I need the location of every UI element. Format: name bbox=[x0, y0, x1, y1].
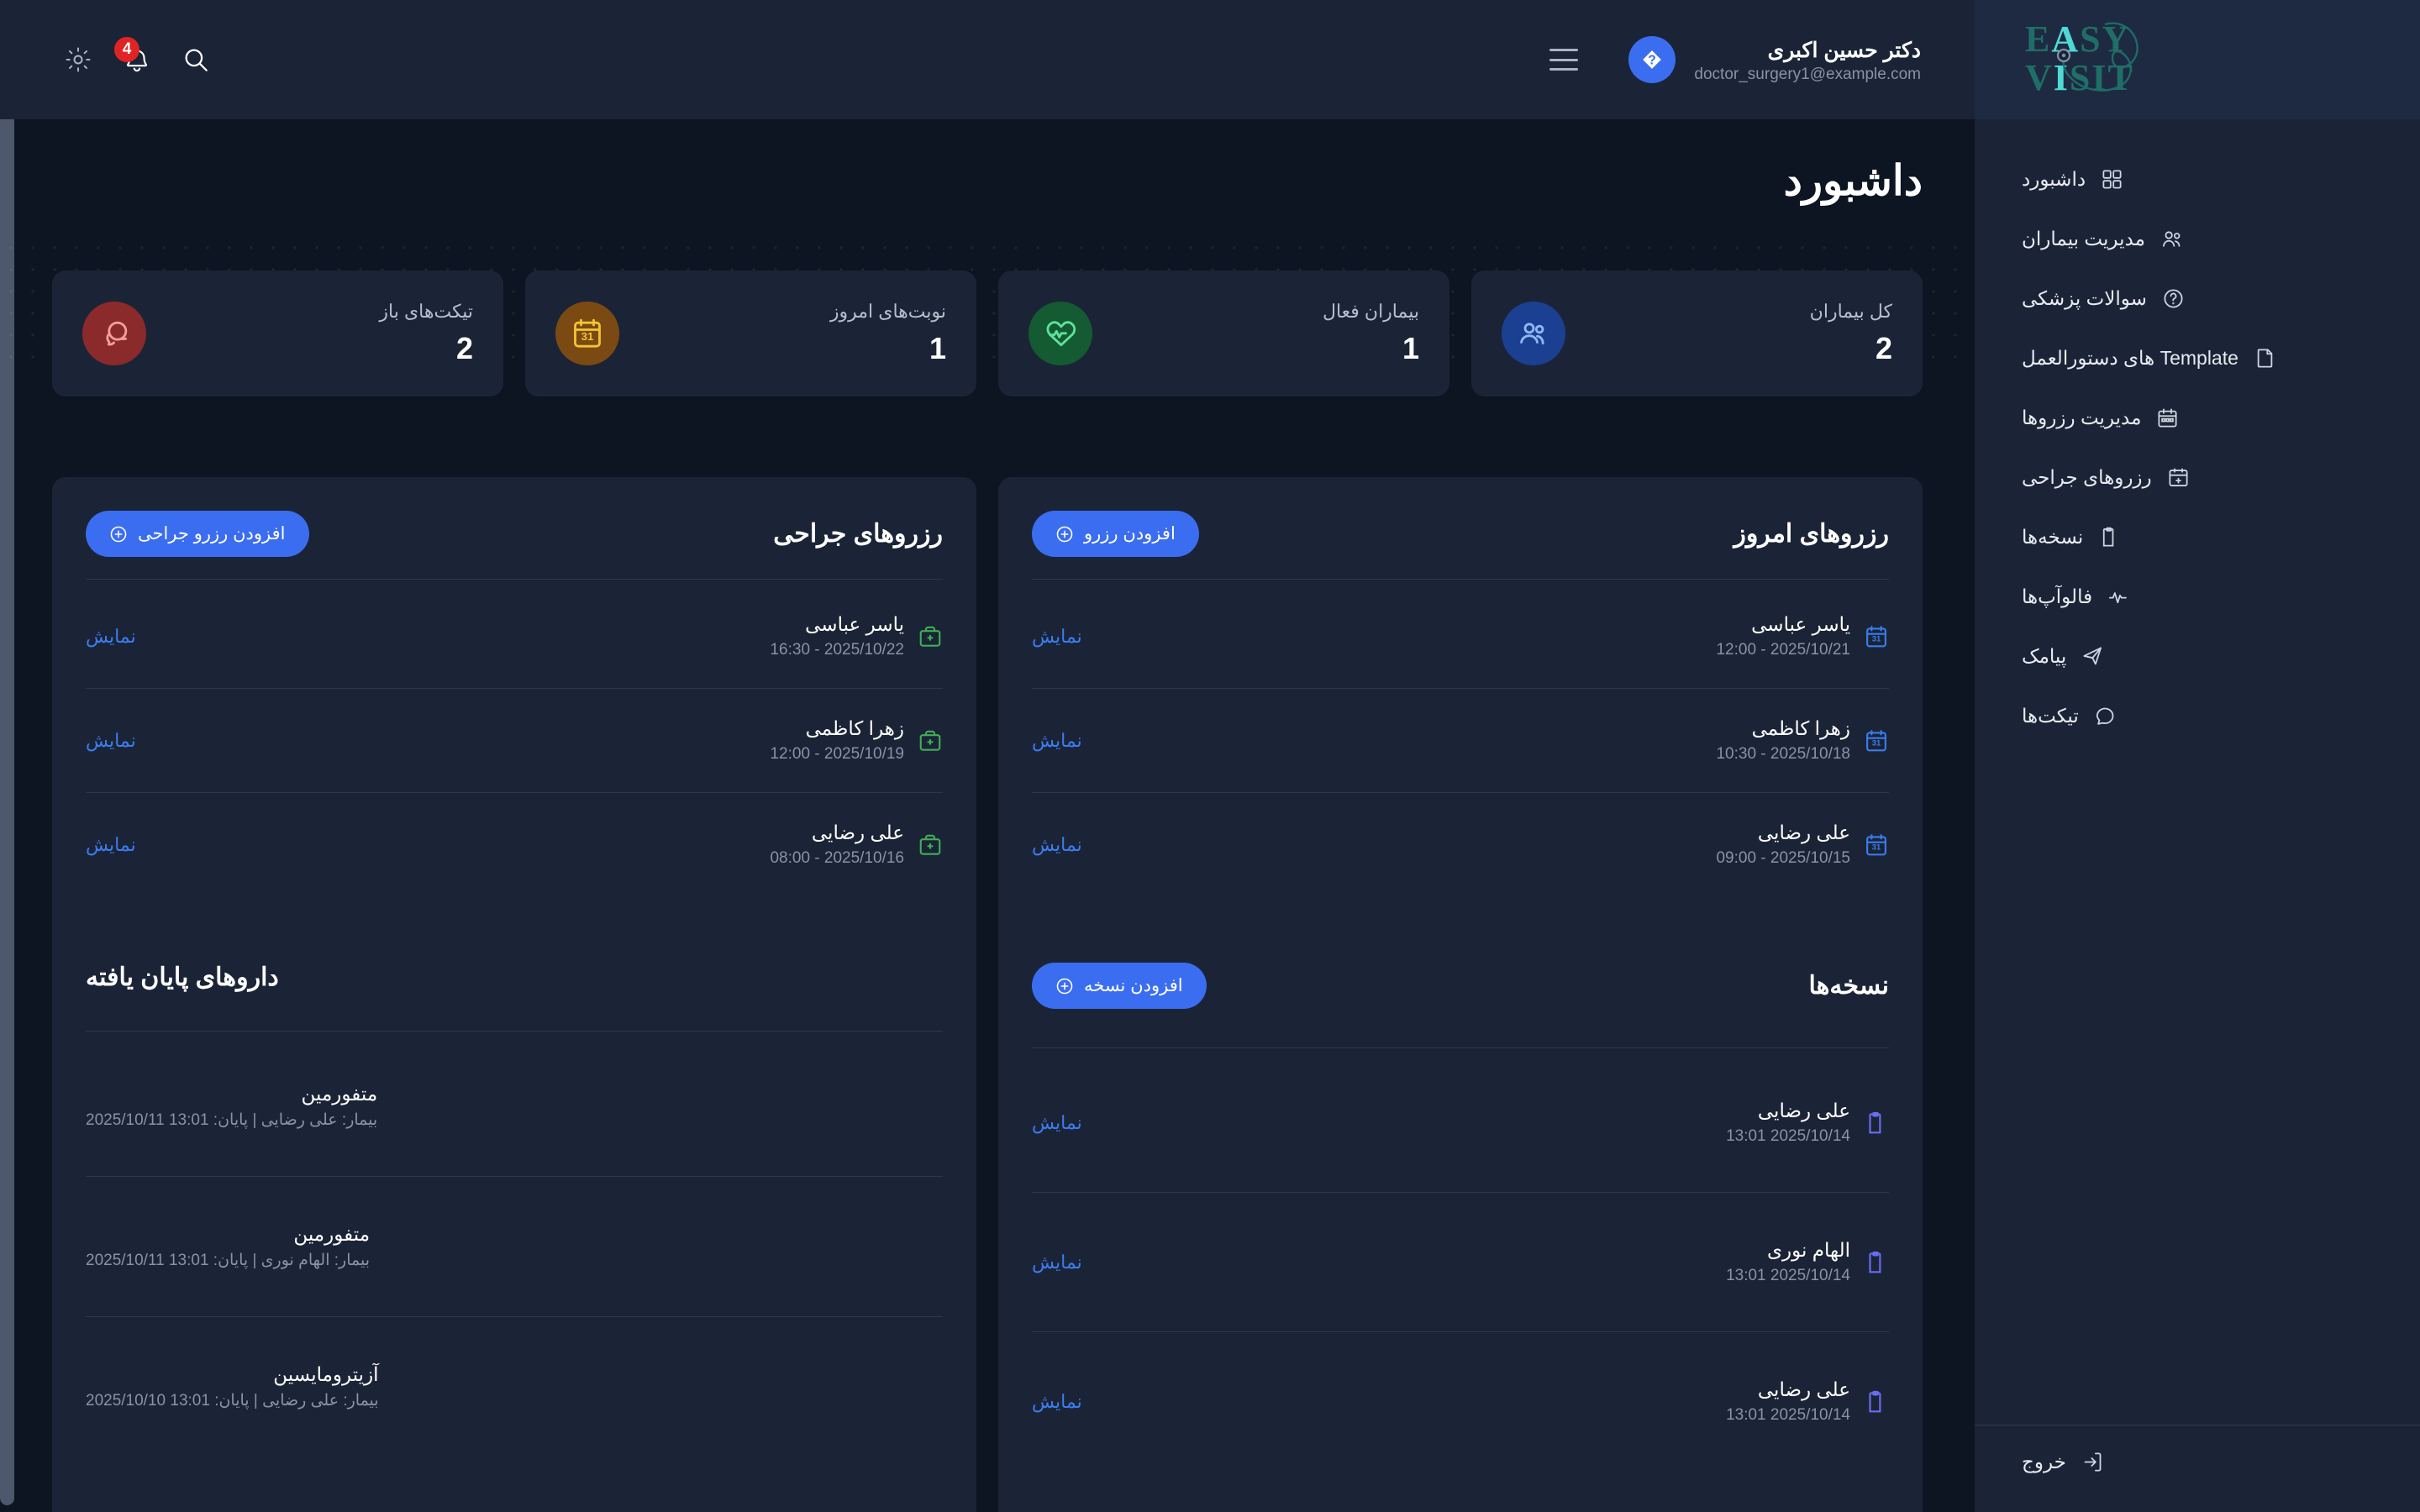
svg-text:?: ? bbox=[1649, 53, 1657, 67]
svg-text:31: 31 bbox=[1872, 738, 1881, 748]
svg-text:VISIT: VISIT bbox=[2025, 57, 2134, 98]
svg-text:31: 31 bbox=[1872, 634, 1881, 643]
svg-text:31: 31 bbox=[581, 330, 594, 343]
svg-text:31: 31 bbox=[1872, 843, 1881, 852]
